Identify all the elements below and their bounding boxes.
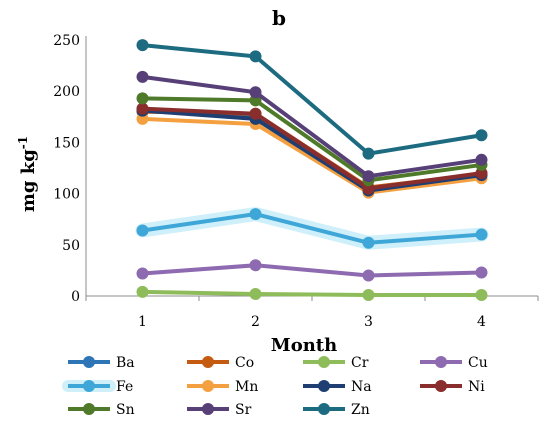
series-line-sn [142,96,482,183]
legend-label-mn: Mn [235,379,258,395]
point-cu [362,269,375,282]
chart-title: b [272,6,286,30]
legend-item-sn: Sn [68,402,135,418]
series-fe [135,207,489,250]
legend-marker-cr [318,356,330,368]
series-zn [136,39,488,160]
legend-marker-cu [435,356,447,368]
legend-marker-sn [83,403,95,415]
point-zn [249,50,262,63]
legend-marker-ba [83,356,95,368]
series-line-sr [142,74,482,179]
x-tick-label: 3 [364,314,373,330]
series-cr [136,285,488,301]
point-cr [362,288,375,301]
y-tick-label: 150 [53,135,80,151]
legend-item-co: Co [187,355,254,371]
legend-label-co: Co [235,355,254,371]
y-tick-label: 0 [71,289,80,305]
y-tick-label: 50 [62,238,80,254]
point-fe [475,228,488,241]
series-layer [135,39,489,301]
y-tick-label: 100 [53,187,80,203]
y-tick-label: 250 [53,33,80,49]
y-tick-label: 200 [53,84,80,100]
y-axis-label-superscript: -1 [16,136,30,149]
point-zn [362,147,375,160]
point-cu [136,267,149,280]
legend: Ba Co Cr Cu Fe Mn Na Ni Sn Sr Zn [62,355,488,418]
legend-marker-na [318,380,330,392]
x-tick-label: 2 [251,314,260,330]
legend-marker-zn [318,403,330,415]
legend-label-cu: Cu [468,355,488,371]
point-cr [249,287,262,300]
point-sr [136,70,149,83]
series-line-cr [142,289,482,297]
legend-marker-ni [435,380,447,392]
series-sr [136,70,488,183]
svg-text:mg kg-1: mg kg-1 [16,136,39,212]
legend-item-zn: Zn [303,402,370,418]
point-fe [136,224,149,237]
series-line-zn [142,43,482,156]
legend-label-sr: Sr [235,402,252,418]
point-sr [475,153,488,166]
legend-label-fe: Fe [116,379,133,395]
legend-item-cr: Cr [303,355,369,371]
series-cu [136,259,488,282]
legend-item-cu: Cu [420,355,488,371]
legend-item-fe: Fe [62,379,133,395]
point-cu [475,266,488,279]
legend-marker-fe [83,380,95,392]
point-sn [136,92,149,105]
point-ni [136,102,149,115]
y-axis-label: mg kg-1 [16,136,39,212]
legend-label-sn: Sn [116,402,135,418]
legend-item-ba: Ba [68,355,135,371]
legend-item-na: Na [303,379,372,395]
series-line-fe [142,212,482,245]
x-axis-label: Month [271,335,337,356]
point-fe [362,236,375,249]
point-sr [249,86,262,99]
point-cr [136,285,149,298]
point-sr [362,170,375,183]
legend-label-na: Na [351,379,372,395]
legend-marker-co [202,356,214,368]
point-cu [249,259,262,272]
legend-item-mn: Mn [187,379,258,395]
y-axis-label-text: mg kg [18,149,39,212]
series-line-mn [142,116,482,195]
point-zn [475,129,488,142]
axes: 0 50 100 150 200 250 1 2 3 4 [53,33,539,330]
series-line-cu [142,263,482,278]
point-cr [475,288,488,301]
point-zn [136,39,149,52]
legend-label-ni: Ni [468,379,485,395]
legend-item-sr: Sr [187,402,252,418]
legend-item-ni: Ni [420,379,485,395]
legend-label-zn: Zn [351,402,370,418]
legend-label-ba: Ba [116,355,135,371]
point-ni [249,107,262,120]
series-line-na [142,108,482,193]
x-tick-label: 1 [138,314,147,330]
x-tick-label: 4 [477,314,486,330]
series-line-ni [142,106,482,191]
point-fe [249,208,262,221]
legend-marker-sr [202,403,214,415]
legend-marker-mn [202,380,214,392]
legend-label-cr: Cr [351,355,369,371]
